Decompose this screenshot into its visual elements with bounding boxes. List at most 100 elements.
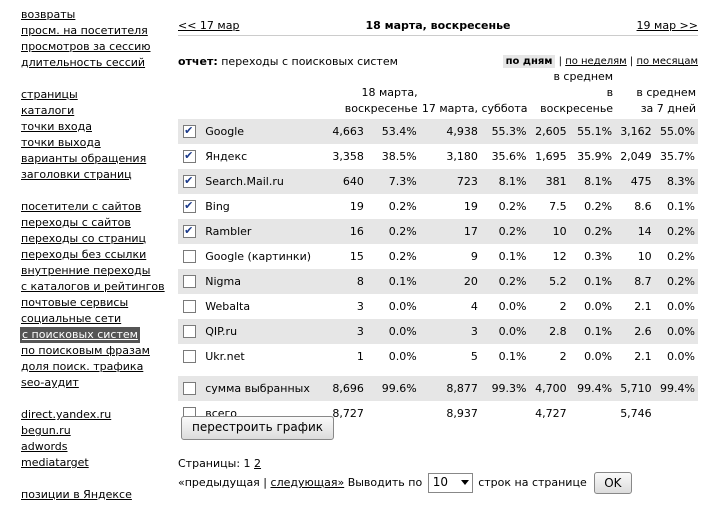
value-cell: 8 [356,275,364,288]
sidebar-group: возвраты просм. на посетителя просмотров з… [21,0,171,71]
sidebar-item[interactable]: доля поиск. трафика [21,360,144,373]
show-label: Выводить по [347,476,423,489]
row-checkbox[interactable] [183,149,197,164]
value-cell: 9 [470,250,478,263]
next-day-link[interactable]: 19 мар >> [636,19,698,32]
row-checkbox[interactable] [183,350,197,364]
value-cell: 3 [356,325,364,338]
sidebar-item[interactable]: страницы [21,88,78,101]
percent-cell: 0.2% [498,200,527,213]
percent-cell: 0.1% [498,350,527,363]
sidebar-item[interactable]: социальные сети [21,312,122,325]
row-checkbox[interactable] [183,124,197,139]
prev-day-link[interactable]: << 17 мар [178,19,240,32]
period-month[interactable]: по месяцам [636,56,698,67]
row-checkbox[interactable] [183,250,197,264]
row-checkbox[interactable] [183,300,197,314]
value-cell: 640 [342,175,364,188]
sidebar-item[interactable]: точки выхода [21,136,101,149]
percent-cell: 38.5% [381,150,417,163]
value-cell: 10 [637,250,652,263]
stats-table: 18 марта, воскресенье 17 марта, суббота … [178,69,698,426]
value-cell: 15 [349,250,364,263]
col-header-today: 18 марта, воскресенье [344,86,418,115]
sidebar-item[interactable]: просмотров за сессию [21,40,151,53]
ok-button[interactable]: OK [594,472,632,494]
value-cell: 3,180 [446,150,478,163]
sidebar-item[interactable]: по поисковым фразам [21,344,150,357]
value-cell: 16 [349,225,364,238]
sidebar-item[interactable]: заголовки страниц [21,168,132,181]
sidebar-item[interactable]: возвраты [21,8,76,21]
sidebar-item[interactable]: переходы с сайтов [21,216,131,229]
date-navigation: << 17 мар 18 марта, воскресенье 19 мар >… [178,17,698,36]
sum-selected-checkbox[interactable] [183,382,197,396]
sidebar-item[interactable]: каталоги [21,104,75,117]
value-cell: 8.7 [634,275,652,288]
sidebar-item[interactable]: seo-аудит [21,376,79,389]
value-cell: 5,710 [620,382,652,395]
value-cell: 20 [463,275,478,288]
page-link-2[interactable]: 2 [254,457,262,470]
percent-cell: 8.1% [584,175,613,188]
row-checkbox[interactable] [183,199,197,214]
sidebar-item[interactable]: begun.ru [21,424,71,437]
sidebar-item[interactable]: переходы без ссылки [21,248,147,261]
pagination: Страницы: 1 2 [178,457,261,470]
period-day[interactable]: по дням [502,55,556,68]
table-row: Google (картинки) 15 0.2% 9 0.1% 12 0.3% 10 0.2% [178,244,698,269]
sidebar-item[interactable]: с каталогов и рейтингов [21,280,165,293]
sidebar-item[interactable]: переходы со страниц [21,232,147,245]
period-week[interactable]: по неделям [565,56,627,67]
value-cell: 5,746 [620,407,652,420]
value-cell: 12 [552,250,567,263]
rows-per-page-select[interactable]: 10 [427,473,473,493]
row-checkbox[interactable] [183,275,197,289]
rebuild-chart-button[interactable]: перестроить график [181,416,335,440]
value-cell: 3 [356,300,364,313]
value-cell: 381 [545,175,567,188]
sidebar-item[interactable]: adwords [21,440,68,453]
value-cell: 8.6 [634,200,652,213]
sidebar-item[interactable]: с поисковых систем [20,327,140,343]
sidebar-group: посетители с сайтов переходы с сайтов пере… [20,199,171,391]
sidebar-item[interactable] [21,0,171,7]
percent-cell: 99.4% [660,382,695,395]
percent-cell: 0.0% [667,350,695,363]
percent-cell: 53.4% [381,125,417,138]
sidebar-item[interactable]: позиции в Яндексе [21,488,132,501]
sidebar-item[interactable]: внутренние переходы [21,264,151,277]
percent-cell: 0.0% [498,325,527,338]
prev-page-text: «предыдущая [178,476,260,489]
rows-suffix: строк на странице [478,476,587,489]
percent-cell: 0.2% [584,200,613,213]
value-cell: 8,696 [332,382,364,395]
search-engine-name: Nigma [205,275,241,288]
percent-cell: 0.2% [388,225,417,238]
percent-cell: 35.6% [491,150,527,163]
separator: | [263,476,268,489]
next-page-link[interactable]: следующая» [270,476,345,489]
value-cell: 5.2 [549,275,567,288]
row-checkbox[interactable] [183,174,197,189]
percent-cell: 55.3% [491,125,527,138]
col-header-avg-sunday: в среднем в воскресенье [540,70,614,115]
row-checkbox[interactable] [183,224,197,239]
percent-cell: 99.3% [491,382,527,395]
sidebar-item[interactable]: варианты обращения [21,152,147,165]
sidebar-item[interactable]: просм. на посетителя [21,24,148,37]
sidebar-item[interactable]: direct.yandex.ru [21,408,112,421]
sidebar-item[interactable]: mediatarget [21,456,89,469]
sidebar-group: страницы каталоги точки входа точки выхода в… [21,87,171,183]
value-cell: 2,605 [535,125,567,138]
value-cell: 10 [552,225,567,238]
sidebar-item[interactable]: посетители с сайтов [21,200,142,213]
pagination-label: Страницы: [178,457,241,470]
sidebar-item[interactable]: почтовые сервисы [21,296,129,309]
table-row: Google 4,663 53.4% 4,938 55.3% 2,605 55.1% 3,16… [178,119,698,144]
percent-cell: 0.2% [667,225,695,238]
percent-cell: 0.0% [667,300,695,313]
sidebar-item[interactable]: точки входа [21,120,92,133]
row-checkbox[interactable] [183,325,197,339]
sidebar-item[interactable]: длительность сессий [21,56,146,69]
